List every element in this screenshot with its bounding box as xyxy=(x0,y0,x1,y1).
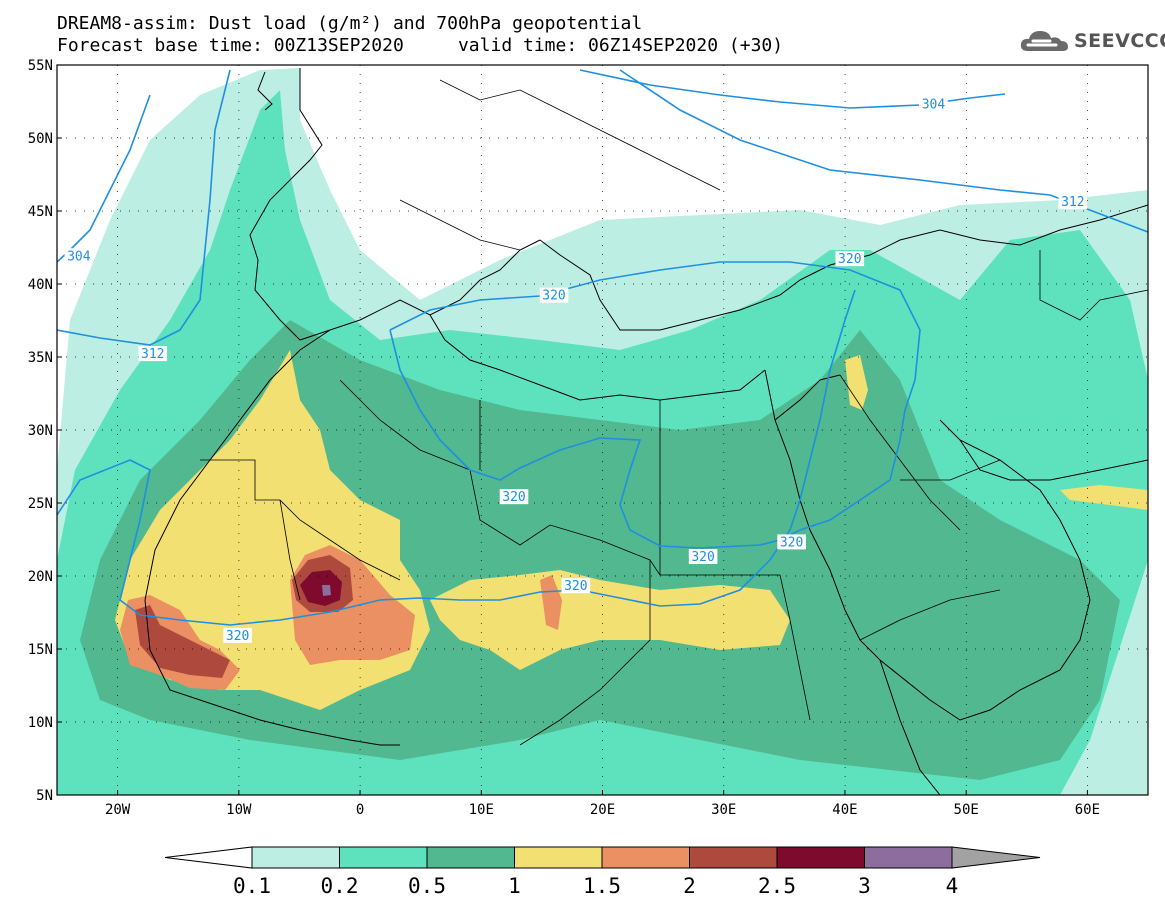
lat-tick-label: 55N xyxy=(28,58,53,74)
contour-label: 320 xyxy=(564,579,587,594)
lon-tick-label: 40E xyxy=(832,802,857,818)
contour-label: 312 xyxy=(1061,195,1084,210)
colorbar-label: 0.1 xyxy=(233,874,271,898)
seevccc-logo: SEEVCCC xyxy=(1018,26,1165,56)
geopotential-contours xyxy=(57,69,1148,626)
colorbar-segment xyxy=(426,846,515,869)
colorbar-lower-extension xyxy=(164,846,253,869)
dust-band-1-iran xyxy=(845,355,868,410)
colorbar-segment xyxy=(251,846,340,869)
contour-label: 320 xyxy=(691,550,714,565)
country-borders xyxy=(200,79,1148,746)
contour-label-background xyxy=(919,96,948,112)
colorbar-segment xyxy=(864,846,953,869)
lat-tick-label: 25N xyxy=(28,496,53,512)
logo-text: SEEVCCC xyxy=(1074,30,1165,52)
colorbar-segment xyxy=(339,846,428,869)
contour-label: 304 xyxy=(67,249,91,264)
contour-label: 320 xyxy=(542,289,565,304)
dust-band-1.5-chad xyxy=(540,575,562,630)
colorbar-segment xyxy=(514,846,603,869)
title-line-1: DREAM8-assim: Dust load (g/m²) and 700hP… xyxy=(57,13,643,34)
contour-label-background xyxy=(138,346,168,362)
lat-tick-label: 30N xyxy=(28,423,53,439)
dust-band-3-center xyxy=(322,585,331,596)
lat-tick-label: 20N xyxy=(28,569,53,585)
colorbar-segment xyxy=(601,846,690,869)
lon-tick-label: 60E xyxy=(1075,802,1100,818)
contour-320-north xyxy=(389,261,921,549)
lat-tick-label: 50N xyxy=(28,131,53,147)
lon-tick-label: 10E xyxy=(469,802,494,818)
contour-label-background xyxy=(64,248,94,264)
colorbar-label: 1 xyxy=(508,874,521,898)
contour-label-background xyxy=(561,578,591,594)
cloud-icon xyxy=(1020,31,1068,51)
contour-320-south xyxy=(57,289,856,626)
dust-band-2-west xyxy=(135,605,230,678)
colorbar-segment xyxy=(776,846,865,869)
latitude-ticks: 55N 50N 45N 40N 35N 30N 25N 20N 15N 10N 5N xyxy=(28,58,62,804)
contour-label: 304 xyxy=(922,97,946,112)
lon-tick-label: 20E xyxy=(590,802,615,818)
colorbar-upper-extension xyxy=(951,846,1041,869)
contour-label: 320 xyxy=(780,535,803,550)
colorbar-label: 2 xyxy=(683,874,696,898)
lon-tick-label: 0 xyxy=(356,802,364,818)
dust-field xyxy=(57,68,1148,795)
title-line-2: Forecast base time: 00Z13SEP2020 valid t… xyxy=(57,35,784,56)
contour-312-east xyxy=(619,69,1148,233)
colorbar-label: 0.2 xyxy=(321,874,359,898)
colorbar-label: 0.5 xyxy=(408,874,446,898)
contour-label-background xyxy=(499,489,529,505)
lat-tick-label: 5N xyxy=(36,788,53,804)
lat-tick-label: 35N xyxy=(28,350,53,366)
contour-label-background xyxy=(539,287,569,303)
lat-tick-label: 15N xyxy=(28,642,53,658)
lon-tick-label: 30E xyxy=(711,802,736,818)
contour-labels: 304 312 304 312 320 320 320 320 320 320 320 xyxy=(64,96,1088,644)
colorbar-label: 3 xyxy=(858,874,871,898)
lon-tick-label: 10W xyxy=(226,802,252,818)
lon-tick-label: 20W xyxy=(105,802,131,818)
contour-label-background xyxy=(1058,194,1088,210)
contour-label: 320 xyxy=(226,629,249,644)
contour-label: 320 xyxy=(838,252,861,267)
colorbar-segment xyxy=(689,846,778,869)
lat-tick-label: 45N xyxy=(28,204,53,220)
contour-304-east xyxy=(579,69,1006,109)
lat-tick-label: 40N xyxy=(28,277,53,293)
contour-label-background xyxy=(777,534,806,550)
dust-band-1-gulf xyxy=(1060,485,1148,510)
contour-label-background xyxy=(835,251,865,267)
lon-tick-label: 50E xyxy=(954,802,979,818)
colorbar-label: 2.5 xyxy=(758,874,796,898)
colorbar-label: 1.5 xyxy=(583,874,621,898)
contour-312-west xyxy=(57,69,231,346)
dust-band-1-sahel xyxy=(430,570,790,670)
contour-label: 320 xyxy=(502,490,525,505)
colorbar-label: 4 xyxy=(946,874,959,898)
contour-label-background xyxy=(223,627,252,643)
longitude-ticks: 20W 10W 0 10E 20E 30E 40E 50E 60E xyxy=(105,790,1100,818)
contour-label: 312 xyxy=(141,347,164,362)
colorbar: 0.1 0.2 0.5 1 1.5 2 2.5 3 4 xyxy=(164,846,1041,898)
dust-band-2.5-center xyxy=(300,570,342,606)
lat-tick-label: 10N xyxy=(28,715,53,731)
contour-label-background xyxy=(688,549,718,565)
